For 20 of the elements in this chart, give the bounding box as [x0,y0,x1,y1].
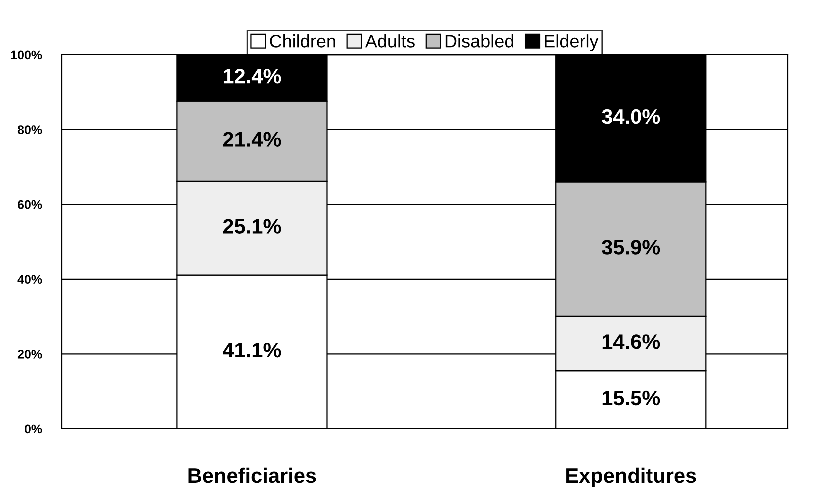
legend-label: Disabled [446,34,514,48]
data-label: 35.9% [602,240,660,255]
data-label: 14.6% [602,334,660,350]
y-tick-label: 60% [18,200,42,210]
y-tick-label: 40% [18,275,42,284]
data-label: 12.4% [224,69,282,84]
y-tick-label: 100% [11,50,42,60]
x-tick-label: Beneficiaries [188,468,316,484]
y-tick-label: 20% [18,350,42,359]
data-label: 21.4% [223,132,282,147]
data-label: 41.1% [222,343,282,358]
y-tick-label: 80% [18,126,42,134]
legend-label: Elderly [545,34,599,52]
data-label: 15.5% [602,390,660,406]
legend-label: Children [270,34,336,48]
x-tick-label: Expenditures [566,468,696,488]
data-label: 25.1% [223,219,282,234]
y-tick-label: 0% [24,424,42,434]
data-label: 34.0% [602,109,660,124]
legend-label: Adults [365,34,415,48]
